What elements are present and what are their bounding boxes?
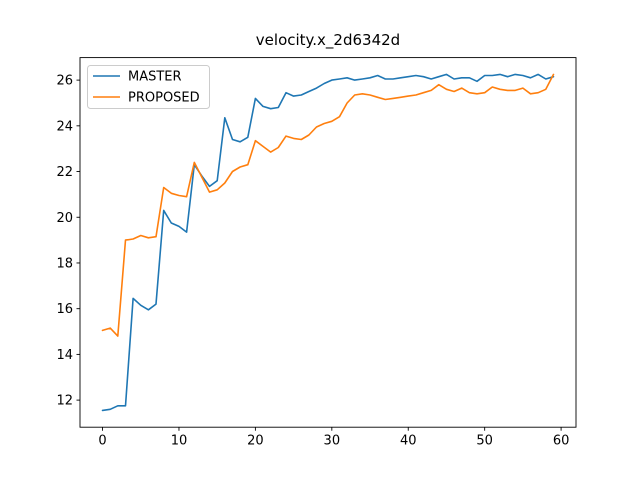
x-tick-label: 10 (171, 434, 188, 449)
chart-title: velocity.x_2d6342d (256, 31, 400, 50)
series-line-master (101, 73, 555, 412)
y-tick-label: 20 (56, 211, 73, 226)
y-tick-label: 26 (56, 74, 73, 89)
x-tick-label: 60 (553, 434, 570, 449)
x-tick-label: 40 (400, 434, 417, 449)
series-layer (101, 73, 555, 412)
y-tick-label: 14 (56, 348, 73, 363)
y-tick-label: 18 (56, 256, 73, 271)
y-tick-label: 12 (56, 394, 73, 409)
axes-ticks: 0 10 20 30 40 50 60 12 14 16 18 20 22 24 26 (56, 74, 569, 449)
legend-label-master: MASTER (128, 70, 182, 85)
x-tick-label: 20 (247, 434, 264, 449)
series-line-proposed (101, 73, 555, 337)
y-tick-label: 16 (56, 302, 73, 317)
plot-border (79, 57, 577, 428)
x-tick-label: 30 (324, 434, 341, 449)
legend: MASTER PROPOSED (87, 65, 210, 109)
x-tick-label: 0 (98, 434, 106, 449)
x-tick-label: 50 (476, 434, 493, 449)
y-tick-label: 22 (56, 165, 73, 180)
legend-label-proposed: PROPOSED (128, 91, 200, 106)
y-tick-label: 24 (56, 119, 73, 134)
